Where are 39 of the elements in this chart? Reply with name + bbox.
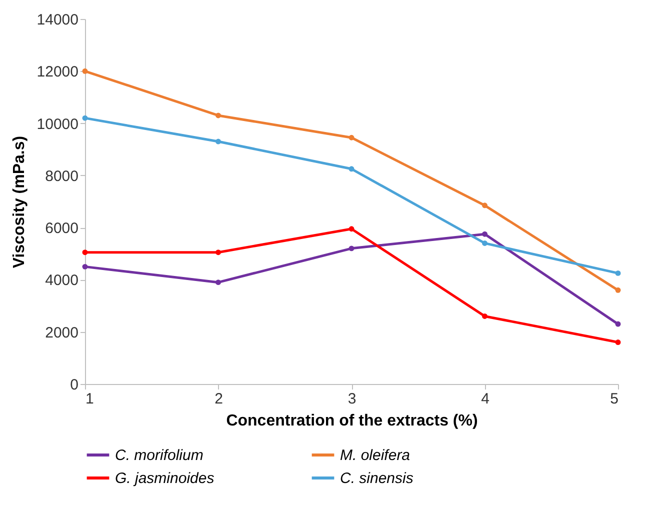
y-tick-label: 14000 <box>36 12 78 28</box>
point <box>482 231 488 237</box>
y-tick-label: 0 <box>70 376 78 394</box>
y-tick-label: 10000 <box>36 116 78 133</box>
x-tick-label: 3 <box>348 390 356 408</box>
legend-label: M. oleifera <box>340 447 410 464</box>
point <box>216 250 221 256</box>
point <box>216 112 221 118</box>
y-tick-label: 2000 <box>45 324 78 342</box>
point <box>82 115 88 121</box>
x-tick-label: 4 <box>481 390 490 408</box>
point <box>82 250 88 256</box>
legend-label: C. sinensis <box>340 470 414 487</box>
x-tick-label: 5 <box>610 390 618 408</box>
legend-label: C. morifolium <box>115 447 204 464</box>
x-tick-label: 2 <box>214 390 223 408</box>
point <box>615 287 621 293</box>
point <box>348 246 354 252</box>
y-axis-title: Viscosity (mPa.s) <box>10 136 28 268</box>
point <box>82 68 88 74</box>
point <box>615 340 621 346</box>
point <box>348 226 354 232</box>
y-tick-label: 8000 <box>45 168 78 185</box>
point <box>482 202 488 208</box>
point <box>482 240 488 246</box>
point <box>615 321 621 327</box>
point <box>482 313 488 319</box>
x-axis-title: Concentration of the extracts (%) <box>226 412 478 430</box>
point <box>348 166 354 172</box>
legend-label: G. jasminoides <box>115 470 215 487</box>
y-tick-label: 12000 <box>36 64 78 81</box>
point <box>216 280 221 286</box>
x-tick-label: 1 <box>86 390 94 408</box>
point <box>615 270 621 276</box>
y-tick-label: 4000 <box>45 272 78 290</box>
y-tick-label: 6000 <box>45 220 78 238</box>
point <box>348 134 354 140</box>
point <box>216 138 221 144</box>
point <box>82 264 88 270</box>
